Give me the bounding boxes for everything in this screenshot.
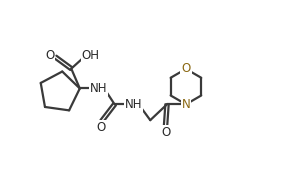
Text: O: O <box>96 121 106 134</box>
Text: NH: NH <box>125 98 142 111</box>
Text: N: N <box>181 98 190 111</box>
Text: N: N <box>181 98 190 111</box>
Text: OH: OH <box>82 49 100 62</box>
Text: O: O <box>181 62 191 75</box>
Text: NH: NH <box>90 82 107 95</box>
Text: O: O <box>161 126 170 139</box>
Text: O: O <box>45 49 54 62</box>
